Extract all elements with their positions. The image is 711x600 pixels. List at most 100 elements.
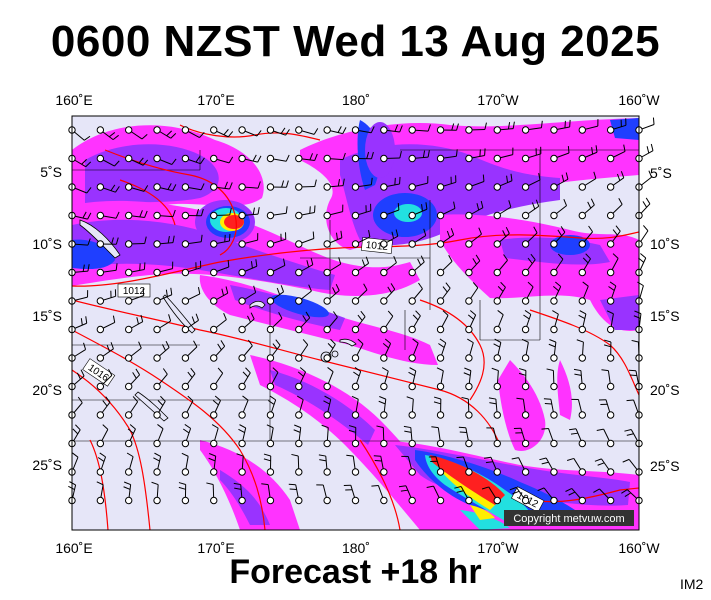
- wind-barb-feather: [537, 487, 545, 492]
- wind-barb-feather: [327, 343, 334, 349]
- wind-barb-feather: [293, 429, 301, 433]
- wind-station-marker: [521, 211, 530, 220]
- wind-station-marker: [550, 126, 558, 134]
- wind-barb-feather: [340, 230, 343, 238]
- wind-barb-feather: [85, 316, 88, 324]
- wind-station-marker: [408, 211, 416, 220]
- wind-barb-feather: [342, 152, 346, 160]
- wind-barb-feather: [257, 207, 260, 215]
- wind-barb-feather: [588, 225, 593, 233]
- wind-station-marker: [181, 268, 190, 277]
- wind-barb-feather: [461, 396, 469, 400]
- wind-station-marker: [153, 183, 161, 191]
- wind-station-marker: [550, 268, 558, 277]
- wind-barb-feather: [530, 253, 536, 261]
- wind-barb-feather: [354, 367, 361, 372]
- wind-barb-feather: [195, 313, 199, 321]
- wind-station-marker: [125, 240, 133, 248]
- wind-barb-feather: [425, 202, 428, 210]
- wind-station-marker: [436, 126, 445, 134]
- wind-barb-feather: [387, 310, 394, 317]
- wind-barb-feather: [305, 311, 311, 319]
- wind-station-marker: [578, 240, 586, 248]
- wind-barb-feather: [115, 186, 120, 193]
- wind-station-marker: [266, 439, 275, 448]
- wind-barb-feather: [399, 125, 403, 133]
- wind-barb-feather: [75, 424, 81, 431]
- wind-barb-feather: [80, 369, 85, 377]
- wind-barb-feather: [370, 177, 373, 185]
- wind-station-marker: [550, 354, 558, 362]
- wind-station-marker: [493, 439, 501, 448]
- wind-barb-feather: [182, 428, 190, 434]
- wind-barb-feather: [484, 122, 487, 130]
- wind-station-marker: [210, 183, 218, 191]
- wind-barb-feather: [404, 430, 412, 433]
- wind-barb-feather: [200, 157, 205, 164]
- wind-station-marker: [210, 240, 218, 248]
- wind-barb-feather: [302, 315, 307, 322]
- wind-barb-feather: [76, 372, 81, 380]
- isobar-label-2: 1012: [117, 283, 151, 298]
- wind-station-marker: [436, 297, 445, 305]
- wind-station-marker: [153, 268, 161, 277]
- wind-station-marker: [238, 325, 246, 334]
- wind-barb-feather: [236, 453, 244, 457]
- wind-barb-feather: [382, 342, 389, 349]
- wind-barb-feather: [467, 338, 474, 344]
- wind-station-marker: [125, 154, 133, 163]
- wind-station-marker: [266, 154, 275, 163]
- wind-barb-feather: [187, 371, 193, 378]
- wind-station-marker: [606, 183, 615, 191]
- wind-station-marker: [606, 126, 615, 134]
- wind-station-marker: [436, 183, 445, 191]
- wind-barb-feather: [378, 400, 386, 405]
- wind-station-marker: [295, 354, 303, 362]
- product-code: IM2: [680, 576, 704, 592]
- wind-barb-feather: [314, 179, 317, 187]
- wind-barb-feather: [395, 229, 399, 237]
- wind-station-marker: [550, 297, 558, 305]
- wind-station-marker: [323, 268, 331, 277]
- wind-barb-feather: [510, 173, 513, 181]
- wind-barb-feather: [272, 343, 278, 350]
- wind-station-marker: [295, 183, 303, 191]
- wind-barb-feather: [200, 208, 204, 216]
- wind-station-marker: [493, 240, 501, 248]
- wind-barb-feather: [283, 258, 286, 266]
- wind-station-marker: [465, 496, 473, 505]
- wind-station-marker: [266, 496, 275, 505]
- wind-barb-feather: [170, 287, 173, 295]
- wind-station-marker: [465, 325, 473, 334]
- wind-barb-feather: [624, 429, 632, 432]
- wind-barb-feather: [337, 179, 341, 187]
- wind-station-marker: [153, 297, 161, 305]
- isobar-label-1: 1012: [361, 237, 393, 254]
- wind-barb-feather: [308, 284, 312, 292]
- wind-station-marker: [408, 468, 416, 476]
- wind-station-marker: [436, 496, 445, 505]
- wind-barb-feather: [509, 486, 517, 491]
- wind-barb-feather: [167, 183, 172, 190]
- wind-station-marker: [578, 411, 586, 419]
- wind-station-marker: [323, 354, 331, 362]
- wind-station-marker: [606, 468, 615, 476]
- wind-station-marker: [493, 325, 501, 334]
- wind-barb-feather: [618, 198, 623, 205]
- wind-station-marker: [550, 183, 558, 191]
- lon-label-170w-top: 170˚W: [477, 92, 519, 108]
- wind-station-marker: [295, 325, 303, 334]
- lat-label-15s-right: 15˚S: [650, 308, 680, 324]
- wind-barb-feather: [338, 257, 342, 265]
- wind-station-marker: [550, 411, 558, 419]
- wind-barb-feather: [469, 310, 476, 316]
- wind-barb-feather: [138, 157, 144, 164]
- wind-barb-feather: [309, 153, 314, 161]
- wind-station-marker: [436, 325, 445, 334]
- wind-station-marker: [238, 411, 246, 419]
- wind-barb-feather: [72, 452, 79, 458]
- wind-barb-feather: [224, 181, 228, 189]
- wind-barb-feather: [135, 368, 141, 376]
- wind-station-marker: [266, 240, 275, 248]
- wind-barb-feather: [442, 310, 449, 316]
